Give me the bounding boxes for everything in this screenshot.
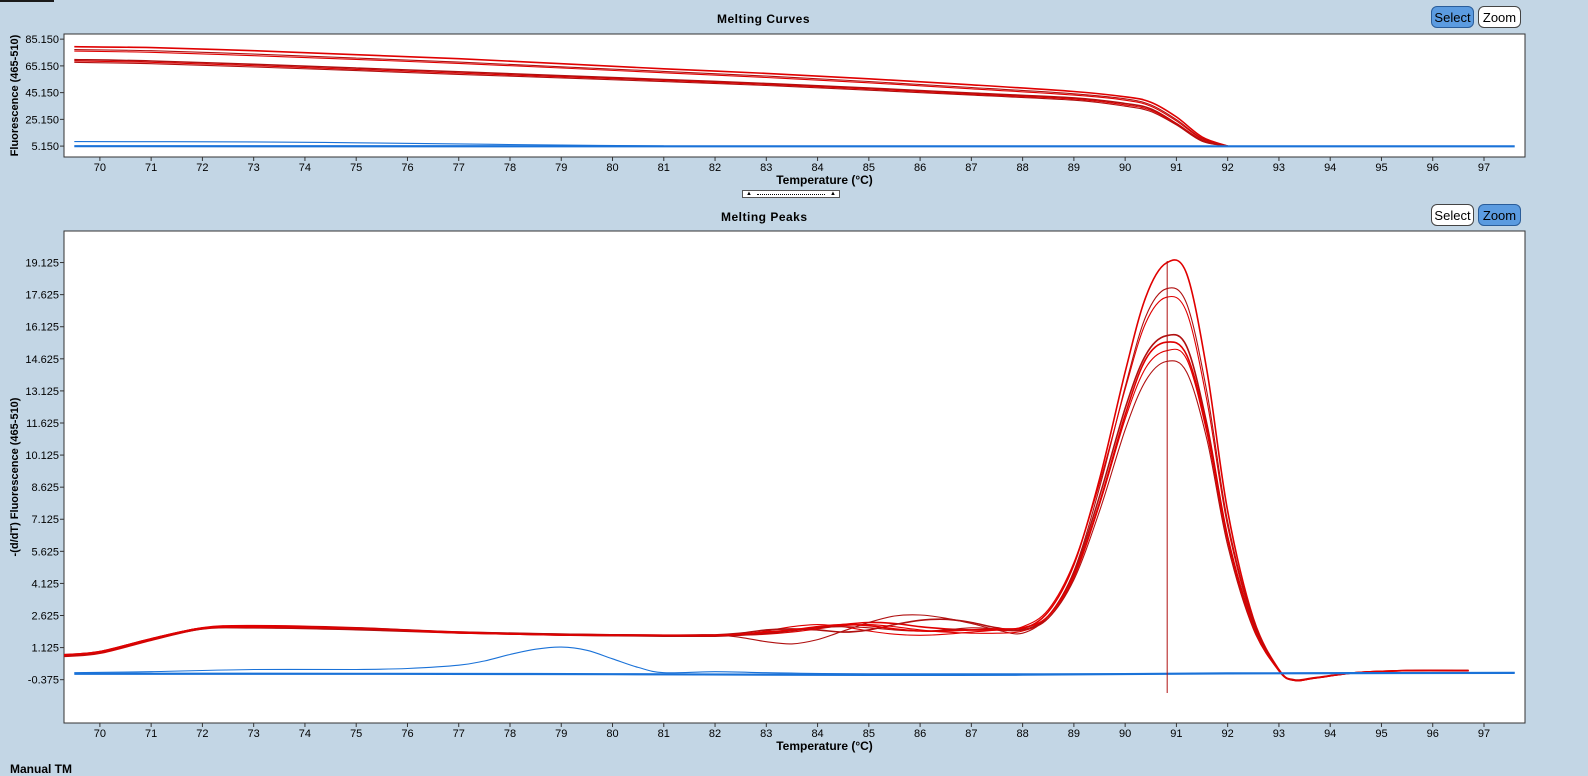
plot-area	[64, 231, 1525, 723]
x-tick-label: 93	[1273, 162, 1285, 174]
x-tick-label: 82	[709, 162, 721, 174]
x-tick-label: 81	[658, 162, 670, 174]
x-tick-label: 76	[401, 728, 413, 740]
x-tick-label: 81	[658, 728, 670, 740]
x-tick-label: 70	[94, 728, 106, 740]
x-tick-label: 96	[1427, 162, 1439, 174]
x-tick-label: 95	[1375, 162, 1387, 174]
y-tick-label: 4.125	[31, 578, 59, 590]
x-tick-label: 80	[606, 162, 618, 174]
x-tick-label: 93	[1273, 728, 1285, 740]
x-tick-label: 75	[350, 728, 362, 740]
x-tick-label: 73	[248, 162, 260, 174]
y-tick-label: 7.125	[31, 514, 59, 526]
y-tick-label: 45.150	[25, 88, 59, 100]
y-tick-label: 2.625	[31, 611, 59, 623]
y-tick-label: 14.625	[25, 354, 59, 366]
y-tick-label: 65.150	[25, 61, 59, 73]
x-tick-label: 74	[299, 162, 311, 174]
y-tick-label: 85.150	[25, 34, 59, 46]
y-tick-label: 19.125	[25, 258, 59, 270]
y-tick-label: 25.150	[25, 114, 59, 126]
y-axis-label: -(d/dT) Fluorescence (465-510)	[9, 397, 21, 556]
y-tick-label: 1.125	[31, 643, 59, 655]
x-tick-label: 83	[760, 728, 772, 740]
x-tick-label: 89	[1068, 728, 1080, 740]
x-tick-label: 87	[965, 162, 977, 174]
x-tick-label: 79	[555, 728, 567, 740]
x-tick-label: 73	[248, 728, 260, 740]
y-tick-label: 16.125	[25, 322, 59, 334]
y-axis-label: Fluorescence (465-510)	[9, 34, 21, 156]
x-tick-label: 80	[606, 728, 618, 740]
x-tick-label: 87	[965, 728, 977, 740]
y-tick-label: 17.625	[25, 290, 59, 302]
y-tick-label: 13.125	[25, 386, 59, 398]
x-tick-label: 78	[504, 728, 516, 740]
x-tick-label: 95	[1375, 728, 1387, 740]
x-tick-label: 92	[1222, 162, 1234, 174]
x-tick-label: 88	[1016, 162, 1028, 174]
x-tick-label: 76	[401, 162, 413, 174]
x-tick-label: 86	[914, 162, 926, 174]
y-tick-label: -0.375	[28, 675, 59, 687]
x-tick-label: 90	[1119, 162, 1131, 174]
y-tick-label: 11.625	[26, 418, 59, 430]
x-tick-label: 86	[914, 728, 926, 740]
x-tick-label: 77	[453, 728, 465, 740]
x-tick-label: 90	[1119, 728, 1131, 740]
x-axis-label: Temperature (°C)	[776, 173, 873, 187]
x-tick-label: 78	[504, 162, 516, 174]
manual-tm-label: Manual TM	[10, 762, 72, 776]
x-tick-label: 94	[1324, 728, 1336, 740]
y-tick-label: 5.625	[31, 546, 59, 558]
y-tick-label: 5.150	[31, 141, 59, 153]
x-tick-label: 88	[1016, 728, 1028, 740]
x-axis-label: Temperature (°C)	[776, 739, 873, 753]
x-tick-label: 72	[196, 162, 208, 174]
x-tick-label: 70	[94, 162, 106, 174]
x-tick-label: 75	[350, 162, 362, 174]
x-tick-label: 71	[145, 162, 157, 174]
x-tick-label: 97	[1478, 162, 1490, 174]
x-tick-label: 89	[1068, 162, 1080, 174]
x-tick-label: 83	[760, 162, 772, 174]
x-tick-label: 94	[1324, 162, 1336, 174]
x-tick-label: 91	[1170, 162, 1182, 174]
y-tick-label: 8.625	[31, 482, 59, 494]
x-tick-label: 97	[1478, 728, 1490, 740]
x-tick-label: 74	[299, 728, 311, 740]
x-tick-label: 72	[196, 728, 208, 740]
x-tick-label: 71	[145, 728, 157, 740]
x-tick-label: 82	[709, 728, 721, 740]
y-tick-label: 10.125	[25, 450, 59, 462]
x-tick-label: 79	[555, 162, 567, 174]
x-tick-label: 77	[453, 162, 465, 174]
x-tick-label: 91	[1170, 728, 1182, 740]
x-tick-label: 92	[1222, 728, 1234, 740]
x-tick-label: 96	[1427, 728, 1439, 740]
